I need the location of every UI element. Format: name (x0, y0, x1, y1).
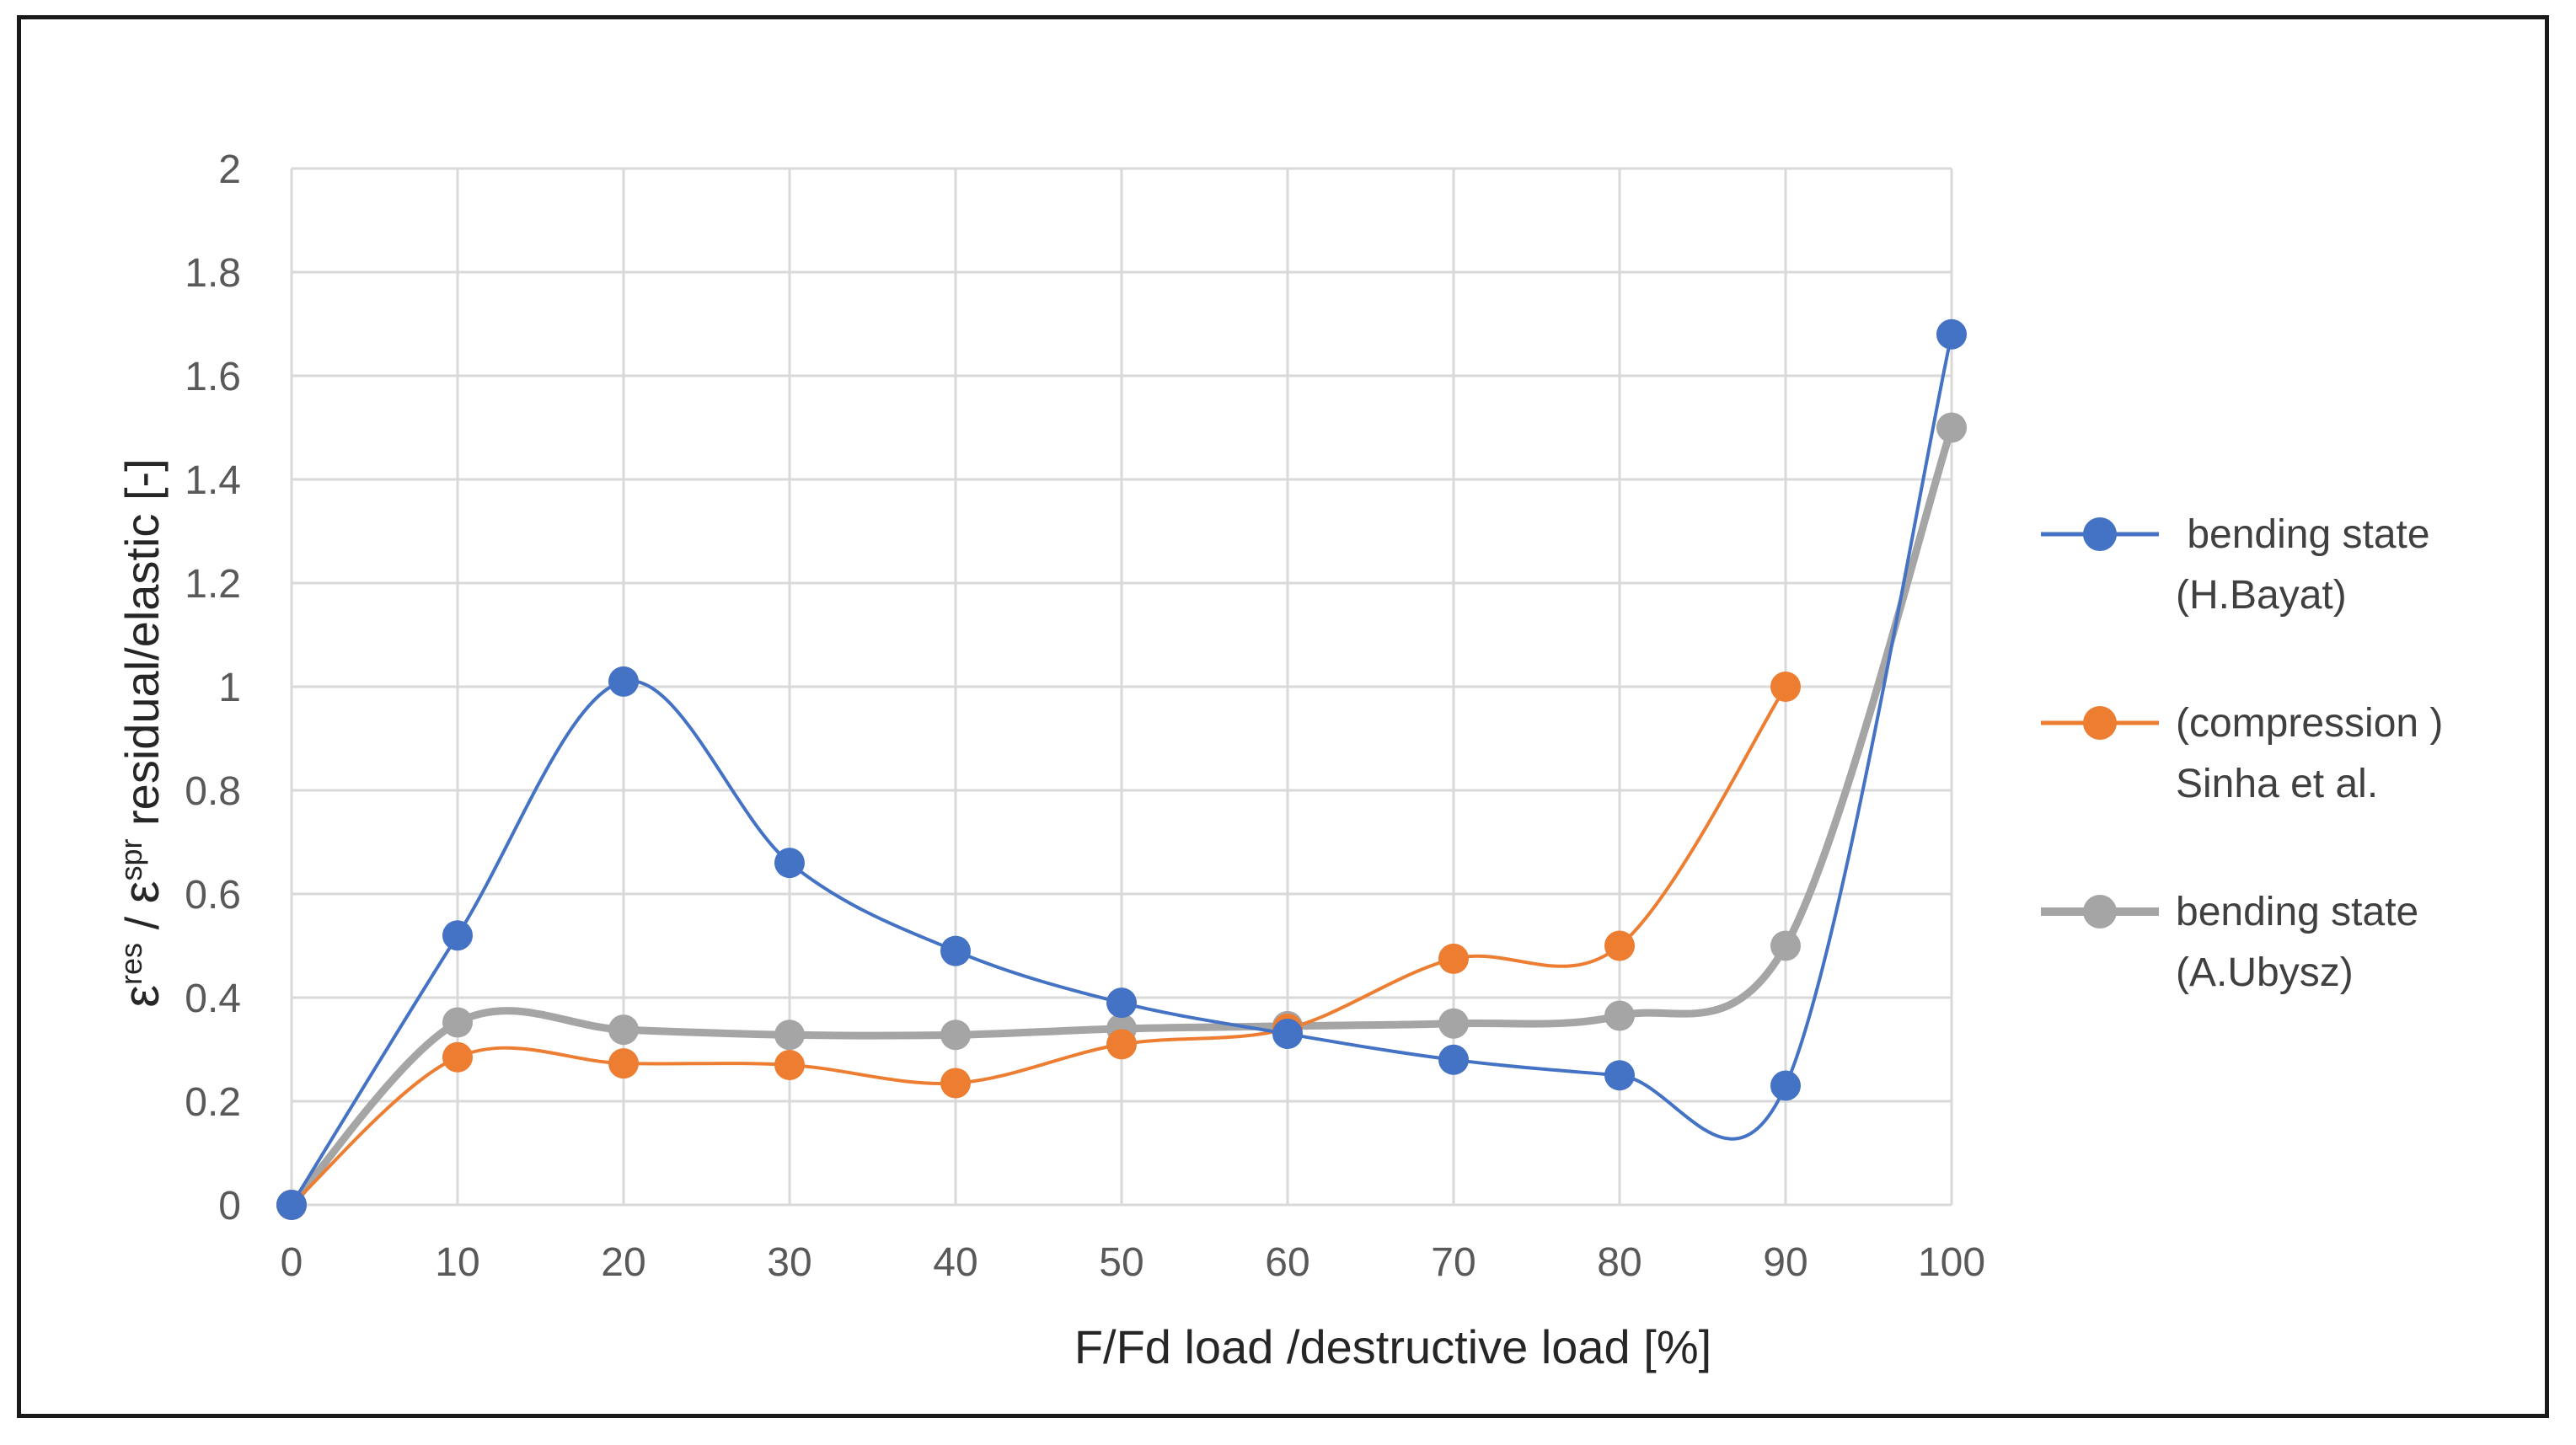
series-line-ubysz (287, 424, 1956, 1209)
legend-label-bayat-line2: (H.Bayat) (2176, 573, 2347, 618)
legend-label-ubysz-line1: bending state (2176, 890, 2418, 934)
x-tick-label: 0 (281, 1240, 303, 1285)
legend-marker-ubysz (2083, 895, 2117, 929)
data-point-bayat (1770, 1070, 1801, 1101)
y-tick-label: 1.4 (185, 458, 241, 503)
data-point-ubysz (1604, 1000, 1635, 1031)
data-point-sinha (940, 1068, 971, 1099)
data-point-bayat (442, 920, 473, 951)
data-point-ubysz (608, 1014, 639, 1046)
x-tick-label: 40 (933, 1240, 977, 1285)
x-tick-label: 30 (767, 1240, 811, 1285)
data-point-sinha (774, 1049, 805, 1080)
legend-marker-sinha (2083, 706, 2117, 740)
grid-lines (290, 167, 1953, 1207)
legend-entry-sinha: (compression ) Sinha et al. (2041, 701, 2443, 806)
y-tick-label: 0.8 (185, 769, 241, 814)
x-tick-label: 60 (1265, 1240, 1309, 1285)
x-tick-label: 70 (1431, 1240, 1475, 1285)
data-point-sinha (608, 1048, 639, 1079)
data-point-sinha (1770, 672, 1801, 702)
legend-label-bayat-line1: bending state (2176, 512, 2430, 557)
y-axis-title-epsilon-res: ε (113, 985, 169, 1008)
y-tick-label: 1.8 (185, 251, 241, 296)
data-point-bayat (276, 1190, 307, 1220)
x-axis-tick-labels: 0 10 20 30 40 50 60 70 80 90 100 (281, 1240, 1985, 1285)
legend-entry-ubysz: bending state (A.Ubysz) (2041, 890, 2418, 995)
data-point-ubysz (940, 1020, 971, 1051)
data-point-ubysz (1936, 412, 1967, 443)
x-tick-label: 90 (1763, 1240, 1807, 1285)
legend-label-sinha-line1: (compression ) (2176, 701, 2443, 746)
data-point-sinha (442, 1041, 473, 1073)
x-tick-label: 80 (1597, 1240, 1641, 1285)
y-tick-label: 0.6 (185, 873, 241, 918)
y-axis-title-epsilon-spr: ε (113, 881, 169, 904)
y-tick-label: 0 (218, 1184, 241, 1228)
y-tick-label: 1.2 (185, 562, 241, 607)
x-axis-title: F/Fd load /destructive load [%] (1074, 1320, 1711, 1373)
data-point-sinha (1604, 930, 1635, 961)
legend-label-ubysz-line2: (A.Ubysz) (2176, 950, 2354, 995)
x-tick-label: 100 (1918, 1240, 1985, 1285)
y-axis-title-sup-spr: spr (114, 839, 148, 881)
data-point-bayat (774, 848, 805, 879)
y-tick-label: 2 (218, 147, 241, 192)
legend-marker-bayat (2083, 517, 2117, 551)
data-point-ubysz (442, 1007, 473, 1038)
legend-entry-bayat: bending state (H.Bayat) (2041, 512, 2430, 618)
data-point-ubysz (1438, 1008, 1469, 1039)
y-axis-title-slash: / (115, 903, 169, 943)
data-point-ubysz (774, 1020, 805, 1051)
y-axis-title: εres / εspr residual/elastic [-] (113, 458, 169, 1008)
legend: bending state (H.Bayat) (compression ) S… (2041, 512, 2443, 995)
y-axis-tick-labels: 0 0.2 0.4 0.6 0.8 1 1.2 1.4 1.6 1.8 2 (185, 147, 241, 1228)
x-tick-label: 20 (601, 1240, 645, 1285)
y-axis-title-sup-res: res (114, 943, 148, 985)
x-tick-label: 50 (1099, 1240, 1143, 1285)
data-point-bayat (1272, 1019, 1303, 1050)
chart-frame (17, 15, 2549, 1418)
data-point-bayat (1604, 1060, 1635, 1091)
y-tick-label: 1.6 (185, 355, 241, 399)
series-points (276, 318, 1967, 1220)
data-point-bayat (1438, 1044, 1469, 1075)
y-axis-title-rest: residual/elastic [-] (115, 458, 169, 838)
data-point-bayat (1106, 987, 1137, 1019)
data-point-bayat (940, 935, 971, 966)
series-line-sinha (290, 685, 1787, 1207)
y-tick-label: 0.4 (185, 977, 241, 1021)
data-point-bayat (1936, 318, 1967, 350)
data-point-bayat (608, 666, 639, 697)
y-tick-label: 1 (218, 666, 241, 710)
data-point-sinha (1106, 1029, 1137, 1060)
y-tick-label: 0.2 (185, 1080, 241, 1125)
data-point-sinha (1438, 943, 1469, 974)
data-point-ubysz (1770, 930, 1801, 961)
x-tick-label: 10 (435, 1240, 479, 1285)
legend-label-sinha-line2: Sinha et al. (2176, 762, 2378, 806)
